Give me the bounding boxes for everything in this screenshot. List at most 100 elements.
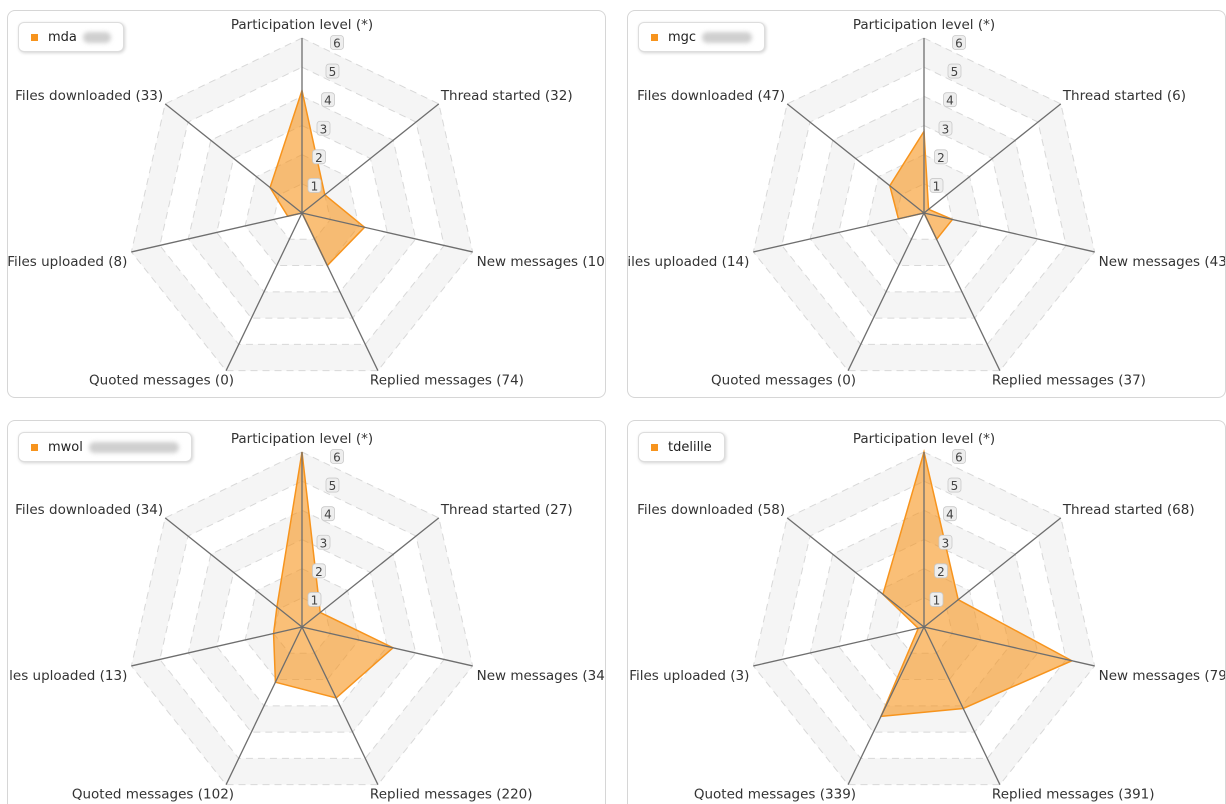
- grid-ring: [187, 95, 417, 319]
- axis-label: Quoted messages (0): [711, 373, 856, 389]
- axis-label: Files uploaded (8): [8, 254, 127, 270]
- scale-label-bg: [321, 506, 335, 522]
- scale-label: 3: [942, 536, 950, 550]
- scale-label-bg: [952, 449, 966, 464]
- scale-label: 5: [951, 479, 959, 493]
- axis-label: Participation level (*): [853, 17, 995, 33]
- axis-label: Quoted messages (339): [694, 787, 856, 803]
- user-legend-tag[interactable]: mwol: [18, 432, 192, 462]
- axis-line: [923, 212, 1001, 371]
- axis-line: [225, 212, 303, 371]
- legend-swatch: [651, 443, 658, 451]
- scale-label: 2: [315, 151, 323, 165]
- axis-label: Files uploaded (14): [628, 254, 749, 270]
- axis-label: Files uploaded (3): [629, 668, 749, 684]
- axis-label: Files downloaded (34): [15, 502, 163, 518]
- scale-label-bg: [947, 63, 962, 79]
- radar-chart: 1 2 3 4 5 6 Participation level (*) Thread star…: [629, 431, 1226, 803]
- axis-line: [753, 626, 925, 667]
- axis-label: Replied messages (220): [370, 787, 533, 803]
- scale-label-bg: [316, 120, 331, 136]
- scale-label-bg: [312, 149, 326, 165]
- axis-line: [753, 212, 925, 253]
- grid-ring: [781, 480, 1067, 759]
- axis-label: Files downloaded (47): [637, 88, 785, 104]
- scale-label-bg: [312, 563, 326, 579]
- axis-label: New messages (349): [477, 668, 606, 684]
- grid-ring: [838, 124, 1010, 293]
- user-name: mgc: [668, 29, 697, 45]
- scale-label-bg: [943, 506, 957, 522]
- scale-label-bg: [325, 63, 340, 79]
- scale-label-bg: [938, 534, 953, 550]
- scale-label: 4: [946, 94, 954, 108]
- axis-line: [923, 103, 1062, 214]
- grid-ring: [216, 124, 388, 293]
- scale-label: 5: [329, 479, 337, 493]
- grid-ring: [159, 66, 445, 345]
- scale-label-bg: [307, 592, 322, 607]
- scale-label: 4: [324, 94, 332, 108]
- redacted-blur: [82, 31, 111, 43]
- scale-label: 2: [937, 565, 945, 579]
- radar-chart: 1 2 3 4 5 6 Participation level (*) Thread star…: [8, 431, 606, 803]
- scale-label-bg: [330, 35, 344, 50]
- user-name: mda: [48, 29, 77, 45]
- user-legend-tag[interactable]: mgc: [638, 22, 766, 52]
- radar-panel-mwol: 1 2 3 4 5 6 Participation level (*) Thread star…: [7, 420, 606, 804]
- axis-line: [923, 626, 1095, 667]
- grid-ring: [159, 480, 445, 759]
- axis-label: Replied messages (391): [992, 787, 1155, 803]
- user-name: mwol: [48, 439, 83, 455]
- axis-label: Participation level (*): [231, 17, 373, 33]
- scale-label: 6: [333, 451, 341, 465]
- axis-label: New messages (798): [1099, 668, 1226, 684]
- grid-ring: [752, 37, 1096, 372]
- axis-label: Participation level (*): [231, 431, 373, 447]
- grid-ring: [752, 451, 1096, 786]
- grid-ring: [781, 66, 1067, 345]
- scale-label: 6: [955, 37, 963, 51]
- axis-line: [301, 212, 473, 253]
- grid-ring: [130, 37, 474, 372]
- axis-line: [923, 517, 1062, 628]
- grid-ring: [187, 509, 417, 733]
- scale-label: 4: [946, 508, 954, 522]
- axis-line: [301, 517, 440, 628]
- axis-line: [301, 103, 440, 214]
- scale-label: 3: [942, 122, 950, 136]
- axis-line: [301, 212, 379, 371]
- axis-line: [164, 103, 303, 214]
- redacted-blur: [88, 441, 179, 453]
- scale-label: 5: [329, 65, 337, 79]
- axis-label: Thread started (32): [440, 88, 573, 104]
- scale-label: 5: [951, 65, 959, 79]
- user-legend-tag[interactable]: mda: [18, 22, 124, 52]
- axis-line: [786, 517, 925, 628]
- axis-label: Thread started (6): [1062, 88, 1186, 104]
- user-name: tdelille: [668, 439, 712, 455]
- axis-label: Files downloaded (58): [637, 502, 785, 518]
- scale-label: 2: [937, 151, 945, 165]
- legend-swatch: [31, 33, 38, 41]
- axis-line: [923, 626, 1001, 785]
- scale-label: 3: [320, 122, 328, 136]
- axis-label: Replied messages (74): [370, 373, 524, 389]
- scale-label-bg: [929, 592, 944, 607]
- scale-label-bg: [938, 120, 953, 136]
- axis-label: Quoted messages (102): [72, 787, 234, 803]
- scale-label: 6: [955, 451, 963, 465]
- scale-label-bg: [321, 92, 335, 108]
- scale-label-bg: [934, 149, 948, 165]
- axis-line: [131, 212, 303, 253]
- user-legend-tag[interactable]: tdelille: [638, 432, 725, 462]
- scale-label-bg: [952, 35, 966, 50]
- scale-label-bg: [943, 92, 957, 108]
- scale-label-bg: [325, 477, 340, 493]
- axis-line: [786, 103, 925, 214]
- legend-swatch: [31, 443, 38, 451]
- scale-label: 1: [933, 179, 941, 193]
- legend-swatch: [651, 33, 658, 41]
- scale-label: 1: [311, 179, 319, 193]
- redacted-blur: [702, 31, 753, 43]
